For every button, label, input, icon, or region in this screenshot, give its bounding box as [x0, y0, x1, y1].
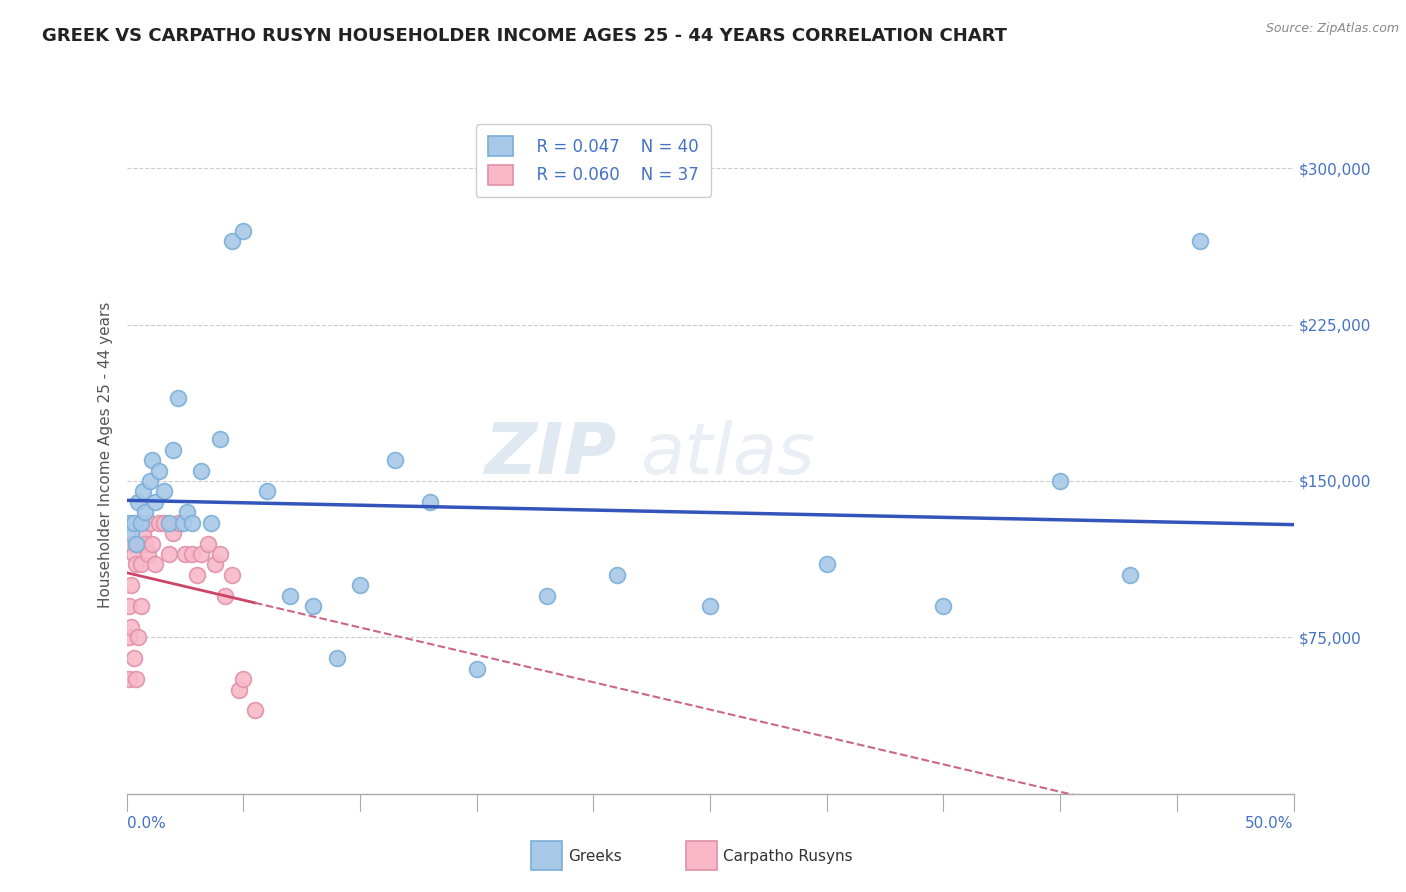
Point — [815, 558, 838, 572]
Y-axis label: Householder Income Ages 25 - 44 years: Householder Income Ages 25 - 44 years — [97, 301, 112, 608]
Point — [536, 589, 558, 603]
Point — [190, 464, 212, 478]
Text: Source: ZipAtlas.com: Source: ZipAtlas.com — [1265, 22, 1399, 36]
Point — [141, 536, 163, 550]
Point — [118, 516, 141, 530]
Point — [162, 442, 184, 457]
Point — [118, 599, 141, 614]
Point — [214, 589, 236, 603]
Point — [148, 516, 170, 530]
Point — [176, 505, 198, 519]
Text: Greeks: Greeks — [568, 849, 621, 863]
Point — [134, 505, 156, 519]
Point — [162, 526, 184, 541]
Point — [122, 516, 145, 530]
Point — [384, 453, 406, 467]
Point — [127, 536, 149, 550]
Point — [139, 474, 162, 488]
Point — [1119, 567, 1142, 582]
Point — [125, 558, 148, 572]
Point — [134, 536, 156, 550]
Text: GREEK VS CARPATHO RUSYN HOUSEHOLDER INCOME AGES 25 - 44 YEARS CORRELATION CHART: GREEK VS CARPATHO RUSYN HOUSEHOLDER INCO… — [42, 27, 1007, 45]
Point — [606, 567, 628, 582]
Point — [190, 547, 212, 561]
Point — [167, 391, 190, 405]
Point — [699, 599, 721, 614]
Point — [932, 599, 955, 614]
Point — [197, 536, 219, 550]
Point — [129, 599, 152, 614]
Point — [221, 234, 243, 248]
Point — [1049, 474, 1071, 488]
Point — [419, 495, 441, 509]
Point — [127, 495, 149, 509]
Point — [132, 526, 155, 541]
Point — [141, 453, 163, 467]
Point — [143, 558, 166, 572]
Point — [204, 558, 226, 572]
Legend:   R = 0.047    N = 40,   R = 0.060    N = 37: R = 0.047 N = 40, R = 0.060 N = 37 — [477, 124, 710, 196]
Point — [302, 599, 325, 614]
Point — [325, 651, 347, 665]
Point — [153, 516, 176, 530]
Point — [208, 547, 231, 561]
Text: 50.0%: 50.0% — [1246, 816, 1294, 831]
Point — [129, 558, 152, 572]
Point — [125, 672, 148, 686]
Point — [172, 516, 194, 530]
Point — [120, 526, 142, 541]
Point — [174, 547, 197, 561]
Point — [157, 516, 180, 530]
Point — [132, 484, 155, 499]
Point — [232, 672, 254, 686]
Point — [125, 536, 148, 550]
Point — [180, 516, 202, 530]
Point — [122, 547, 145, 561]
Point — [148, 464, 170, 478]
Text: atlas: atlas — [640, 420, 814, 490]
Point — [200, 516, 222, 530]
Point — [136, 547, 159, 561]
Point — [139, 516, 162, 530]
Point — [157, 547, 180, 561]
Point — [208, 432, 231, 446]
Point — [228, 682, 250, 697]
Point — [243, 703, 266, 717]
Point — [278, 589, 301, 603]
Point — [120, 620, 142, 634]
Text: ZIP: ZIP — [485, 420, 617, 490]
Point — [349, 578, 371, 592]
Point — [122, 651, 145, 665]
Point — [118, 631, 141, 645]
Point — [232, 224, 254, 238]
Point — [129, 516, 152, 530]
Point — [118, 672, 141, 686]
Point — [180, 547, 202, 561]
Point — [186, 567, 208, 582]
Point — [120, 536, 142, 550]
Point — [167, 516, 190, 530]
Point — [153, 484, 176, 499]
Text: Carpatho Rusyns: Carpatho Rusyns — [723, 849, 852, 863]
Point — [1189, 234, 1212, 248]
Point — [120, 578, 142, 592]
Point — [221, 567, 243, 582]
Point — [127, 631, 149, 645]
Point — [465, 662, 488, 676]
Text: 0.0%: 0.0% — [127, 816, 166, 831]
Point — [143, 495, 166, 509]
Point — [256, 484, 278, 499]
